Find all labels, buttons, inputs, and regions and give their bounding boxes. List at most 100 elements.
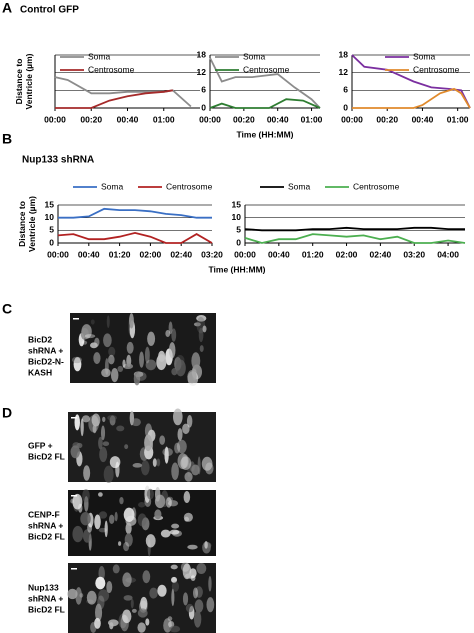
cell bbox=[193, 322, 201, 327]
cell bbox=[205, 462, 214, 475]
x-tick-label: 01:20 bbox=[302, 249, 324, 259]
x-tick-label: 00:00 bbox=[47, 249, 69, 259]
y-axis-label-line: Distance to bbox=[17, 201, 27, 247]
scale-bar bbox=[71, 568, 77, 570]
cell bbox=[90, 319, 95, 325]
cell bbox=[90, 342, 98, 349]
cell bbox=[135, 371, 147, 381]
cell bbox=[167, 616, 173, 622]
cell bbox=[108, 354, 115, 365]
cell bbox=[154, 494, 166, 509]
cell bbox=[119, 496, 124, 505]
cell bbox=[124, 533, 133, 547]
cell bbox=[75, 587, 82, 605]
cell bbox=[137, 608, 148, 618]
cell bbox=[177, 428, 183, 441]
caption-line: Nup133 bbox=[28, 582, 59, 592]
cell bbox=[174, 442, 181, 454]
x-tick-label: 00:40 bbox=[267, 114, 289, 124]
cell bbox=[106, 315, 110, 329]
cell bbox=[195, 586, 203, 598]
cell bbox=[98, 492, 103, 497]
x-tick-label: 00:00 bbox=[234, 249, 256, 259]
cell bbox=[123, 541, 130, 552]
cell bbox=[147, 331, 156, 346]
cell bbox=[98, 511, 108, 519]
cell bbox=[198, 327, 204, 343]
cell bbox=[131, 507, 137, 521]
cell bbox=[186, 414, 193, 428]
panel-title: Control GFP bbox=[20, 5, 79, 16]
series-line bbox=[57, 231, 213, 244]
cell bbox=[160, 490, 169, 508]
scale-bar bbox=[71, 417, 77, 419]
caption-line: BicD2 FL bbox=[28, 451, 65, 461]
caption-line: BicD2-N- bbox=[28, 356, 64, 366]
cell bbox=[106, 580, 113, 594]
cell bbox=[81, 324, 92, 339]
cell bbox=[109, 415, 116, 426]
cell bbox=[168, 321, 173, 335]
cell bbox=[194, 599, 204, 613]
y-tick-label: 18 bbox=[197, 49, 207, 59]
y-tick-label: 0 bbox=[49, 237, 54, 247]
cell bbox=[187, 370, 197, 384]
cell bbox=[156, 354, 167, 371]
cell bbox=[70, 445, 81, 459]
y-tick-label: 0 bbox=[236, 237, 241, 247]
cell bbox=[83, 465, 91, 481]
x-tick-label: 00:00 bbox=[341, 114, 363, 124]
cell bbox=[137, 513, 147, 527]
cell bbox=[102, 416, 106, 423]
panel-label: B bbox=[2, 131, 12, 147]
legend-label: Centrosome bbox=[243, 64, 290, 74]
cell bbox=[201, 456, 213, 471]
x-axis-label: Time (HH:MM) bbox=[209, 264, 266, 274]
caption-line: BicD2 FL bbox=[28, 604, 65, 614]
cell bbox=[152, 458, 157, 467]
cell bbox=[144, 423, 153, 439]
cell bbox=[100, 425, 106, 441]
cell bbox=[97, 595, 105, 610]
cell bbox=[82, 489, 90, 503]
cell bbox=[131, 608, 137, 613]
cell bbox=[182, 423, 190, 435]
cell bbox=[74, 414, 80, 431]
cell bbox=[165, 330, 171, 337]
cell bbox=[95, 576, 106, 590]
y-axis-label-line: Distance to bbox=[14, 59, 24, 105]
cell bbox=[199, 345, 204, 353]
cell bbox=[125, 522, 132, 535]
cell bbox=[82, 529, 92, 543]
x-tick-label: 01:20 bbox=[109, 249, 131, 259]
y-axis-label: Distance toVentricle (µm) bbox=[14, 53, 34, 109]
legend-label: Soma bbox=[413, 51, 435, 61]
cell bbox=[73, 357, 82, 372]
legend-label: Centrosome bbox=[353, 181, 400, 191]
y-tick-label: 6 bbox=[201, 85, 206, 95]
cell bbox=[190, 575, 196, 582]
cell bbox=[112, 564, 120, 574]
cell bbox=[144, 434, 153, 452]
y-tick-label: 15 bbox=[45, 199, 55, 209]
cell bbox=[133, 371, 141, 386]
cell bbox=[117, 365, 124, 372]
cell bbox=[164, 446, 169, 464]
panel-title: Nup133 shRNA bbox=[22, 155, 94, 166]
cell bbox=[99, 446, 108, 463]
series-line bbox=[209, 57, 321, 109]
cell bbox=[102, 441, 110, 447]
cell bbox=[91, 413, 101, 427]
cell bbox=[123, 507, 135, 522]
cell bbox=[140, 460, 150, 476]
legend-label: Centrosome bbox=[413, 64, 460, 74]
series-line bbox=[54, 76, 192, 108]
cell bbox=[169, 529, 180, 535]
cell bbox=[84, 334, 96, 339]
cell bbox=[72, 525, 84, 543]
cell bbox=[145, 359, 157, 371]
cell bbox=[138, 502, 146, 508]
cell bbox=[76, 442, 83, 449]
cell bbox=[109, 456, 121, 469]
